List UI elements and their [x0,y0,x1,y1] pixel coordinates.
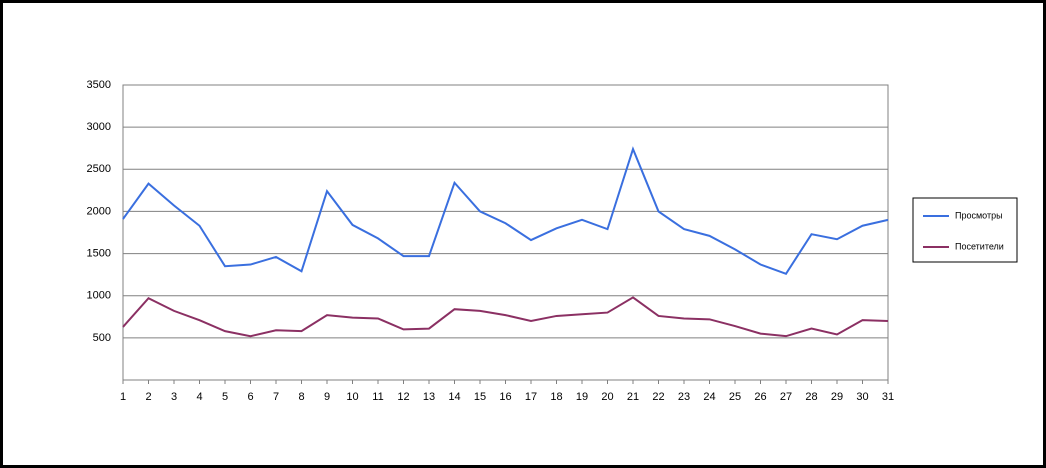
x-tick-label: 4 [196,391,202,403]
x-tick-label: 13 [423,391,435,403]
x-tick-label: 6 [247,391,253,403]
x-tick-label: 17 [525,391,537,403]
x-tick-label: 27 [780,391,792,403]
x-tick-label: 2 [145,391,151,403]
x-tick-label: 26 [754,391,766,403]
x-tick-label: 15 [474,391,486,403]
x-tick-label: 7 [273,391,279,403]
y-tick-label: 1000 [87,290,111,302]
x-tick-label: 20 [601,391,613,403]
y-tick-label: 500 [93,332,111,344]
x-tick-label: 12 [397,391,409,403]
x-tick-label: 23 [678,391,690,403]
x-tick-label: 19 [576,391,588,403]
x-tick-label: 5 [222,391,228,403]
x-tick-label: 11 [372,391,383,403]
x-tick-label: 25 [729,391,741,403]
legend-label: Посетители [955,241,1004,251]
x-tick-label: 22 [652,391,664,403]
series-line [122,146,889,276]
y-tick-label: 3500 [87,79,111,91]
x-tick-label: 24 [703,391,715,403]
x-tick-label: 16 [499,391,511,403]
x-tick-label: 9 [324,391,330,403]
x-tick-label: 14 [448,391,460,403]
x-tick-label: 3 [171,391,177,403]
y-tick-label: 2500 [87,163,111,175]
x-tick-label: 31 [882,391,894,403]
x-tick-label: 29 [831,391,843,403]
x-tick-label: 28 [805,391,817,403]
x-tick-label: 1 [120,391,126,403]
y-tick-label: 2000 [87,205,111,217]
x-tick-label: 30 [856,391,868,403]
y-tick-label: 3000 [87,121,111,133]
x-tick-label: 18 [550,391,562,403]
series-line [122,296,889,338]
x-tick-label: 10 [346,391,358,403]
legend-box [912,197,1018,263]
legend-label: Просмотры [955,210,1003,220]
plot-area [122,84,889,381]
x-tick-label: 8 [298,391,304,403]
y-tick-label: 1500 [87,247,111,259]
x-tick-label: 21 [627,391,639,403]
